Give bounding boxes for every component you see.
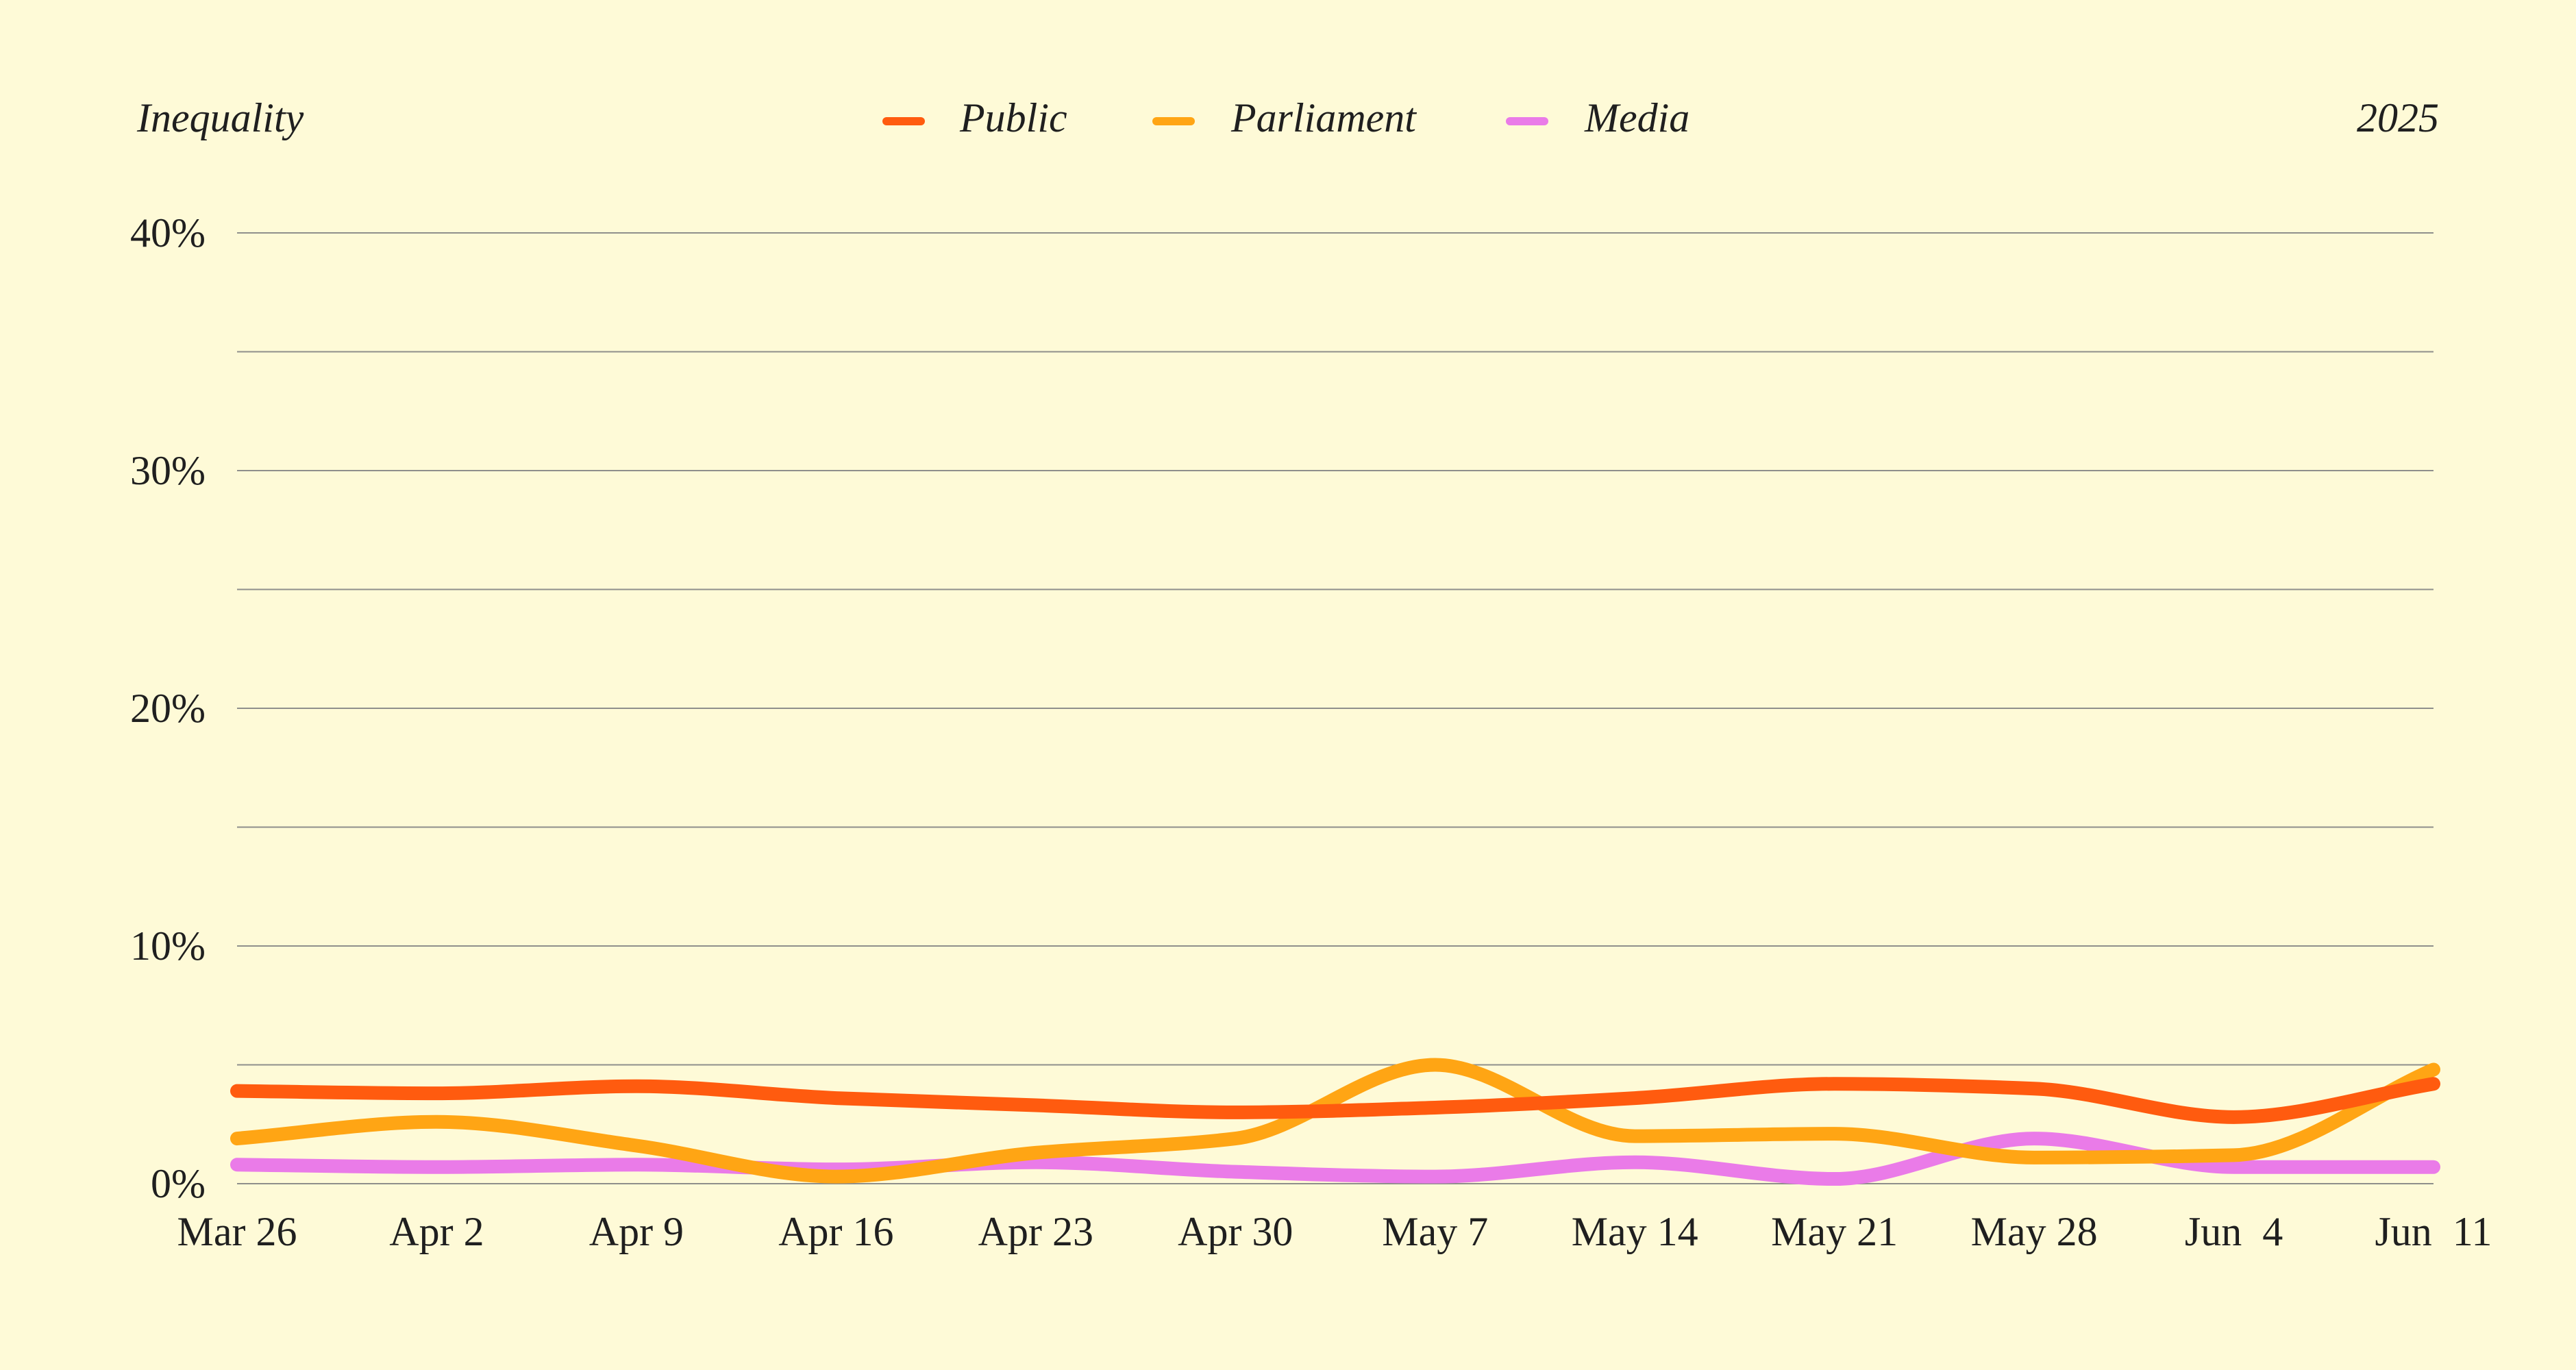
series-line-media	[230, 1132, 2440, 1186]
legend-label-media: Media	[1584, 95, 1689, 140]
y-tick-label: 0%	[151, 1161, 206, 1206]
y-tick-label: 40%	[130, 210, 206, 256]
x-tick-label: Jun 11	[2375, 1209, 2492, 1254]
y-tick-label: 30%	[130, 448, 206, 493]
x-tick-label: May 21	[1771, 1209, 1898, 1254]
y-tick-label: 10%	[130, 923, 206, 969]
x-tick-label: May 28	[1971, 1209, 2098, 1254]
series-lines	[230, 1058, 2440, 1186]
gridlines	[237, 232, 2433, 1184]
y-axis-ticks: 0% 10% 20% 30% 40%	[130, 210, 206, 1206]
legend: Public Parliament Media	[882, 95, 1689, 140]
series-line-public	[230, 1077, 2440, 1124]
x-tick-label: May 7	[1382, 1209, 1488, 1254]
legend-item-media: Media	[1506, 95, 1689, 140]
legend-label-public: Public	[959, 95, 1067, 140]
y-tick-label: 20%	[130, 686, 206, 731]
chart-title: Inequality	[136, 95, 304, 140]
x-tick-label: Apr 23	[978, 1209, 1093, 1254]
series-line-parliament	[230, 1058, 2440, 1184]
x-tick-label: Mar 26	[177, 1209, 297, 1254]
year-label: 2025	[2357, 95, 2439, 140]
x-tick-label: Apr 30	[1178, 1209, 1293, 1254]
x-tick-label: Apr 2	[389, 1209, 484, 1254]
legend-item-parliament: Parliament	[1152, 95, 1417, 140]
legend-label-parliament: Parliament	[1230, 95, 1417, 140]
x-tick-label: May 14	[1572, 1209, 1698, 1254]
legend-item-public: Public	[882, 95, 1067, 140]
x-tick-label: Jun 4	[2185, 1209, 2283, 1254]
x-axis-ticks: Mar 26 Apr 2 Apr 9 Apr 16 Apr 23 Apr 30 May 7 M…	[177, 1209, 2492, 1254]
x-tick-label: Apr 9	[589, 1209, 684, 1254]
x-tick-label: Apr 16	[778, 1209, 893, 1254]
